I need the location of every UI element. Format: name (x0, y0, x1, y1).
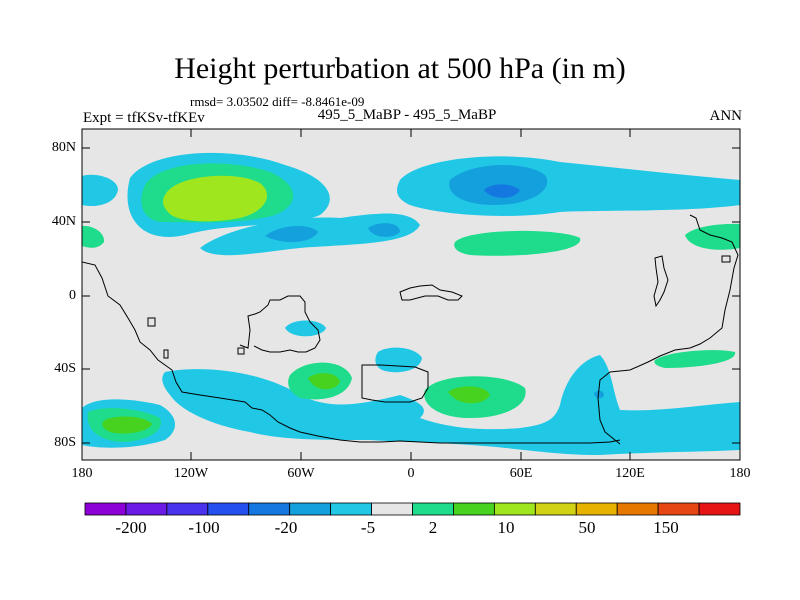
season-label: ANN (709, 108, 743, 124)
colorbar-tick-label: 50 (578, 518, 596, 537)
contour-south-atlantic-inner (375, 347, 422, 373)
colorbar (84, 502, 741, 516)
colorbar-swatch (657, 502, 700, 516)
coastline-africa (399, 284, 463, 301)
colorbar-swatch (371, 502, 413, 516)
coastline-small-2 (163, 349, 169, 359)
contour-midlat-core-1 (265, 226, 318, 243)
case-label: 495_5_MaBP - 495_5_MaBP (317, 107, 497, 123)
coastline-small-4 (721, 255, 731, 263)
contour-southern-belt (162, 355, 740, 455)
contour-west-edge (82, 174, 118, 207)
colorbar-swatch (412, 502, 454, 516)
contour-southwest-core (102, 416, 152, 434)
colorbar-tick-label: -100 (188, 518, 220, 537)
coastline-asia-east (597, 214, 739, 445)
colorbar-swatch (616, 502, 659, 516)
colorbar-swatch (534, 502, 577, 516)
x-tick-label: 120W (173, 466, 209, 481)
y-tick-label: 80S (54, 435, 76, 450)
x-tick-label: 60E (509, 466, 533, 481)
contour-north-pacific-core (163, 175, 268, 222)
coastline-islands (653, 255, 669, 308)
colorbar-tick-label: -20 (274, 518, 298, 537)
colorbar-swatch (330, 502, 372, 516)
coastline-small-1 (147, 317, 156, 327)
colorbar-tick-label: -200 (115, 518, 147, 537)
contour-indian-ocean (654, 350, 736, 368)
contour-fills (82, 152, 740, 455)
contour-central-asia (454, 230, 581, 256)
colorbar-swatch (248, 502, 291, 516)
contour-small-blue (594, 390, 604, 399)
x-tick-label: 180 (729, 466, 751, 481)
y-tick-label: 80N (51, 140, 76, 155)
chart-title: Height perturbation at 500 hPa (in m) (174, 52, 626, 85)
colorbar-tick-label: 2 (428, 518, 438, 537)
colorbar-swatch (575, 502, 618, 516)
colorbar-tick-label: -5 (360, 518, 376, 537)
contour-tropical (285, 320, 326, 337)
coastline-small-3 (237, 347, 245, 355)
colorbar-swatch (289, 502, 332, 516)
colorbar-tick-label: 10 (497, 518, 515, 537)
colorbar-swatch (207, 502, 250, 516)
colorbar-swatch (166, 502, 209, 516)
x-tick-label: 0 (407, 466, 415, 481)
coastline-americas-west (82, 261, 621, 444)
contour-midlat-core-2 (368, 223, 400, 237)
tick-marks (82, 129, 740, 460)
coastline-south-america (239, 295, 321, 353)
contour-south-atlantic-core (448, 386, 490, 404)
y-tick-label: 40S (54, 361, 76, 376)
contour-east-edge (685, 223, 740, 250)
coastline-antarctic-ridge (361, 364, 429, 403)
y-tick-label: 0 (69, 288, 76, 303)
colorbar-tick-label: 150 (653, 518, 679, 537)
x-tick-label: 120E (615, 466, 645, 481)
stats-label: rmsd= 3.03502 diff= -8.8461e-09 (190, 94, 365, 109)
y-tick-label: 40N (51, 214, 76, 229)
colorbar-swatch (125, 502, 168, 516)
contour-eurasia-center (484, 184, 520, 198)
experiment-label: Expt = tfKSv-tfKEv (83, 110, 205, 126)
contour-west-edge-green (82, 225, 105, 248)
colorbar-swatch (493, 502, 536, 516)
x-tick-label: 180 (71, 466, 93, 481)
x-tick-label: 60W (287, 466, 315, 481)
colorbar-swatch (698, 502, 741, 516)
coastlines (82, 214, 739, 445)
contour-south-pacific-core (308, 373, 340, 390)
colorbar-swatch (84, 502, 127, 516)
colorbar-swatch (453, 502, 495, 516)
